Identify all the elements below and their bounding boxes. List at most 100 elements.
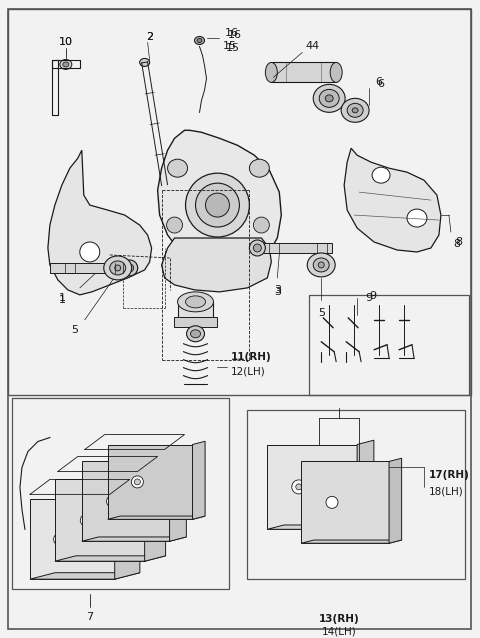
Polygon shape xyxy=(169,457,186,541)
Text: 10: 10 xyxy=(59,38,73,47)
Polygon shape xyxy=(48,150,152,295)
Ellipse shape xyxy=(84,517,89,523)
Text: 1: 1 xyxy=(59,295,65,305)
Ellipse shape xyxy=(319,89,339,107)
Text: 6: 6 xyxy=(375,77,383,87)
Ellipse shape xyxy=(191,330,201,338)
Polygon shape xyxy=(192,441,205,519)
Ellipse shape xyxy=(104,256,132,280)
Ellipse shape xyxy=(407,209,427,227)
Text: 9: 9 xyxy=(370,291,377,301)
Ellipse shape xyxy=(195,183,240,227)
Ellipse shape xyxy=(197,38,202,43)
Polygon shape xyxy=(301,540,402,544)
Ellipse shape xyxy=(296,484,302,490)
Ellipse shape xyxy=(326,496,338,508)
Text: 3: 3 xyxy=(274,287,281,297)
Ellipse shape xyxy=(307,253,335,277)
Text: 15: 15 xyxy=(222,41,237,52)
Ellipse shape xyxy=(194,36,204,45)
Bar xyxy=(257,243,332,253)
Ellipse shape xyxy=(110,261,126,275)
Text: 5: 5 xyxy=(72,325,78,335)
Polygon shape xyxy=(301,461,389,544)
Text: 4: 4 xyxy=(306,41,313,52)
Text: 8: 8 xyxy=(453,239,460,249)
Bar xyxy=(309,295,469,395)
Polygon shape xyxy=(30,500,115,579)
Ellipse shape xyxy=(292,480,306,494)
Ellipse shape xyxy=(250,240,265,256)
Text: 2: 2 xyxy=(146,31,153,41)
Ellipse shape xyxy=(253,217,269,233)
Polygon shape xyxy=(389,458,402,544)
Text: 12(LH): 12(LH) xyxy=(230,367,265,376)
Polygon shape xyxy=(55,556,166,561)
Bar xyxy=(178,302,214,324)
Polygon shape xyxy=(162,238,271,292)
Ellipse shape xyxy=(109,498,116,505)
Text: 7: 7 xyxy=(86,612,93,622)
Polygon shape xyxy=(357,440,374,530)
Ellipse shape xyxy=(330,63,342,82)
Text: 11(RH): 11(RH) xyxy=(230,352,271,362)
Text: 5: 5 xyxy=(318,308,324,318)
Ellipse shape xyxy=(80,242,100,262)
Ellipse shape xyxy=(178,292,214,312)
Polygon shape xyxy=(82,461,169,541)
Polygon shape xyxy=(30,573,140,579)
Polygon shape xyxy=(115,493,140,579)
Ellipse shape xyxy=(325,95,333,102)
Ellipse shape xyxy=(140,59,150,66)
Text: 17(RH): 17(RH) xyxy=(429,470,470,480)
Ellipse shape xyxy=(115,265,120,271)
Ellipse shape xyxy=(57,537,62,542)
Ellipse shape xyxy=(167,217,182,233)
Ellipse shape xyxy=(372,167,390,183)
Text: 15: 15 xyxy=(226,43,240,54)
Text: 1: 1 xyxy=(59,293,65,303)
Bar xyxy=(247,410,465,579)
Bar xyxy=(12,397,229,589)
Ellipse shape xyxy=(168,160,188,177)
Ellipse shape xyxy=(122,260,138,276)
Polygon shape xyxy=(108,516,205,519)
Polygon shape xyxy=(267,525,374,530)
Text: 9: 9 xyxy=(366,293,372,303)
Ellipse shape xyxy=(54,533,66,545)
Ellipse shape xyxy=(60,59,72,70)
Text: 3: 3 xyxy=(274,285,281,295)
Text: 18(LH): 18(LH) xyxy=(429,486,464,496)
Ellipse shape xyxy=(186,173,250,237)
Ellipse shape xyxy=(122,261,138,275)
Polygon shape xyxy=(267,445,357,530)
Ellipse shape xyxy=(80,514,92,526)
Ellipse shape xyxy=(265,63,277,82)
Bar xyxy=(174,317,217,327)
Polygon shape xyxy=(157,130,281,268)
Text: 2: 2 xyxy=(146,31,153,41)
Polygon shape xyxy=(144,474,166,561)
Text: 14(LH): 14(LH) xyxy=(322,626,357,636)
Text: 16: 16 xyxy=(228,29,241,40)
Ellipse shape xyxy=(347,103,363,117)
Ellipse shape xyxy=(318,262,324,268)
Bar xyxy=(271,63,336,82)
Ellipse shape xyxy=(313,84,345,112)
Polygon shape xyxy=(55,479,144,561)
Ellipse shape xyxy=(126,264,133,272)
Ellipse shape xyxy=(313,258,329,272)
Ellipse shape xyxy=(132,476,144,488)
Ellipse shape xyxy=(134,479,141,485)
Bar xyxy=(8,8,471,395)
Polygon shape xyxy=(344,148,441,252)
Ellipse shape xyxy=(253,244,261,252)
Polygon shape xyxy=(82,537,186,541)
Ellipse shape xyxy=(187,326,204,342)
Ellipse shape xyxy=(63,62,69,67)
Ellipse shape xyxy=(205,193,229,217)
Text: 13(RH): 13(RH) xyxy=(319,614,360,624)
Text: 16: 16 xyxy=(225,27,239,38)
Bar xyxy=(50,263,130,273)
Ellipse shape xyxy=(341,98,369,122)
